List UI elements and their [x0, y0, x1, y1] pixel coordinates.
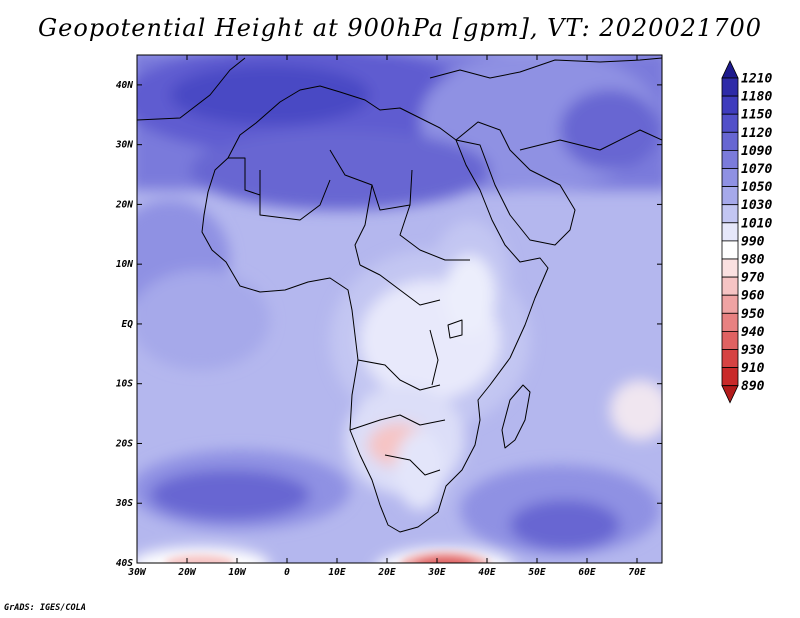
colorbar-swatch: [721, 312, 739, 332]
y-tick-label: 10S: [116, 379, 133, 390]
y-tick-label: 30S: [115, 498, 133, 509]
colorbar-label: 1010: [741, 216, 772, 231]
plot-frame: [136, 54, 663, 564]
colorbar-label: 910: [741, 361, 765, 376]
y-tick-label: EQ: [122, 319, 134, 330]
longitude-axis: 30W 20W 10W 0 10E 20E 30E 40E 50E 60E 70E: [127, 55, 646, 578]
colorbar-swatch: [721, 276, 739, 296]
colorbar-label: 990: [741, 234, 765, 249]
colorbar-swatch: [721, 186, 739, 206]
x-tick-label: 10E: [328, 567, 345, 578]
colorbar-swatch: [721, 294, 739, 314]
y-tick-label: 20S: [115, 438, 133, 449]
colorbar-label: 1050: [741, 180, 772, 195]
x-tick-label: 40E: [478, 567, 495, 578]
y-tick-label: 20N: [115, 199, 133, 210]
colorbar-label: 1070: [741, 162, 772, 177]
grads-credit: GrADS: IGES/COLA: [4, 603, 86, 613]
x-tick-label: 20E: [377, 567, 395, 578]
colorbar-swatch: [721, 77, 739, 97]
x-tick-label: 10W: [228, 567, 246, 578]
x-tick-label: 30W: [127, 567, 146, 578]
colorbar-swatch: [721, 367, 739, 387]
colorbar-label: 980: [741, 253, 765, 268]
colorbar-label: 950: [741, 307, 765, 322]
colorbar-label: 1150: [741, 108, 772, 123]
x-tick-label: 20W: [177, 567, 196, 578]
geopotential-field: [137, 55, 662, 563]
y-tick-label: 30N: [115, 140, 133, 151]
colorbar-swatch: [721, 95, 739, 115]
x-tick-label: 60E: [578, 567, 595, 578]
colorbar: 1210 1180 1150 1120 1090 1070 1050 1030 1010 990 9…: [721, 60, 772, 404]
colorbar-label: 1030: [741, 198, 772, 213]
colorbar-swatch: [721, 349, 739, 369]
colorbar-swatch: [721, 149, 739, 169]
colorbar-label: 1090: [741, 144, 772, 159]
colorbar-swatch: [721, 131, 739, 151]
colorbar-top-arrow: [721, 60, 739, 79]
y-tick-label: 10N: [116, 259, 133, 270]
colorbar-label: 930: [741, 343, 765, 358]
x-tick-label: 0: [284, 567, 290, 578]
colorbar-swatch: [721, 330, 739, 350]
colorbar-label: 1180: [741, 90, 772, 105]
colorbar-swatch: [721, 240, 739, 260]
colorbar-swatch: [721, 204, 739, 224]
colorbar-swatch: [721, 168, 739, 188]
map-title: Geopotential Height at 900hPa [gpm], VT:…: [38, 14, 762, 42]
colorbar-swatch: [721, 258, 739, 278]
colorbar-label: 1210: [741, 72, 772, 87]
colorbar-label: 1120: [741, 126, 772, 141]
colorbar-label: 960: [741, 289, 765, 304]
colorbar-swatch: [721, 113, 739, 133]
y-tick-label: 40S: [116, 558, 133, 569]
colorbar-label: 970: [741, 271, 765, 286]
colorbar-swatch: [721, 222, 739, 242]
colorbar-label: 940: [741, 325, 765, 340]
y-tick-label: 40N: [116, 80, 133, 91]
latitude-axis: 40N 30N 20N 10N EQ 10S 20S 30S 40S: [115, 80, 662, 569]
x-tick-label: 70E: [628, 567, 645, 578]
x-tick-label: 50E: [528, 567, 545, 578]
coastlines: [137, 57, 662, 533]
x-tick-label: 30E: [427, 567, 445, 578]
colorbar-label: 890: [741, 379, 765, 394]
colorbar-bottom-arrow: [721, 385, 739, 404]
